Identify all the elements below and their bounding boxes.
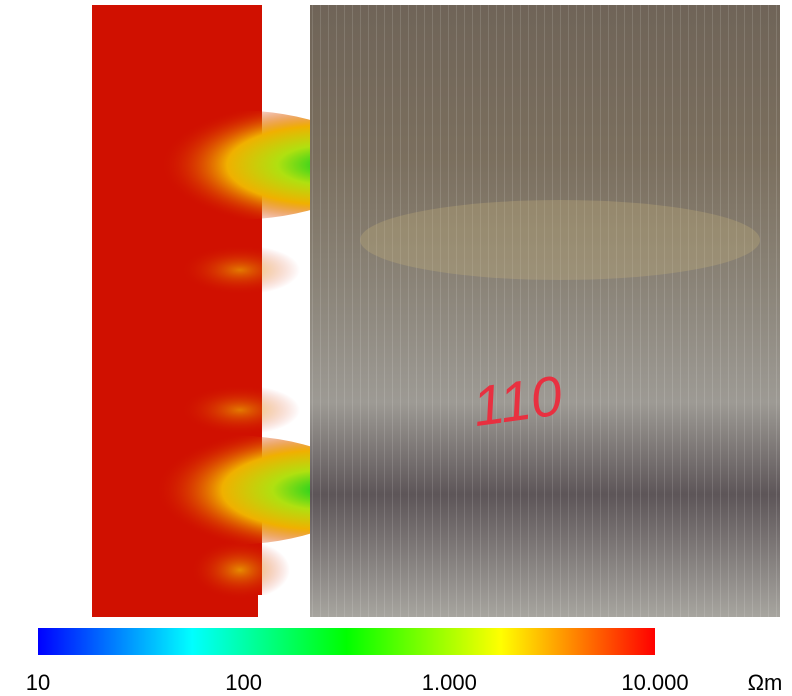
colorbar-tick-label: 10.000: [621, 670, 688, 695]
figure: 110 Ωm 10 100 1.000 10.000: [0, 0, 792, 696]
rock-photo: 110: [310, 5, 780, 617]
colorbar-tick-label: 100: [225, 670, 262, 695]
colorbar-unit: Ωm: [748, 670, 783, 695]
rock-marking: 110: [469, 363, 566, 438]
colorbar-tick-label: 1.000: [422, 670, 477, 695]
colorbar-tick-label: 10: [26, 670, 50, 695]
colorbar: [38, 628, 655, 655]
